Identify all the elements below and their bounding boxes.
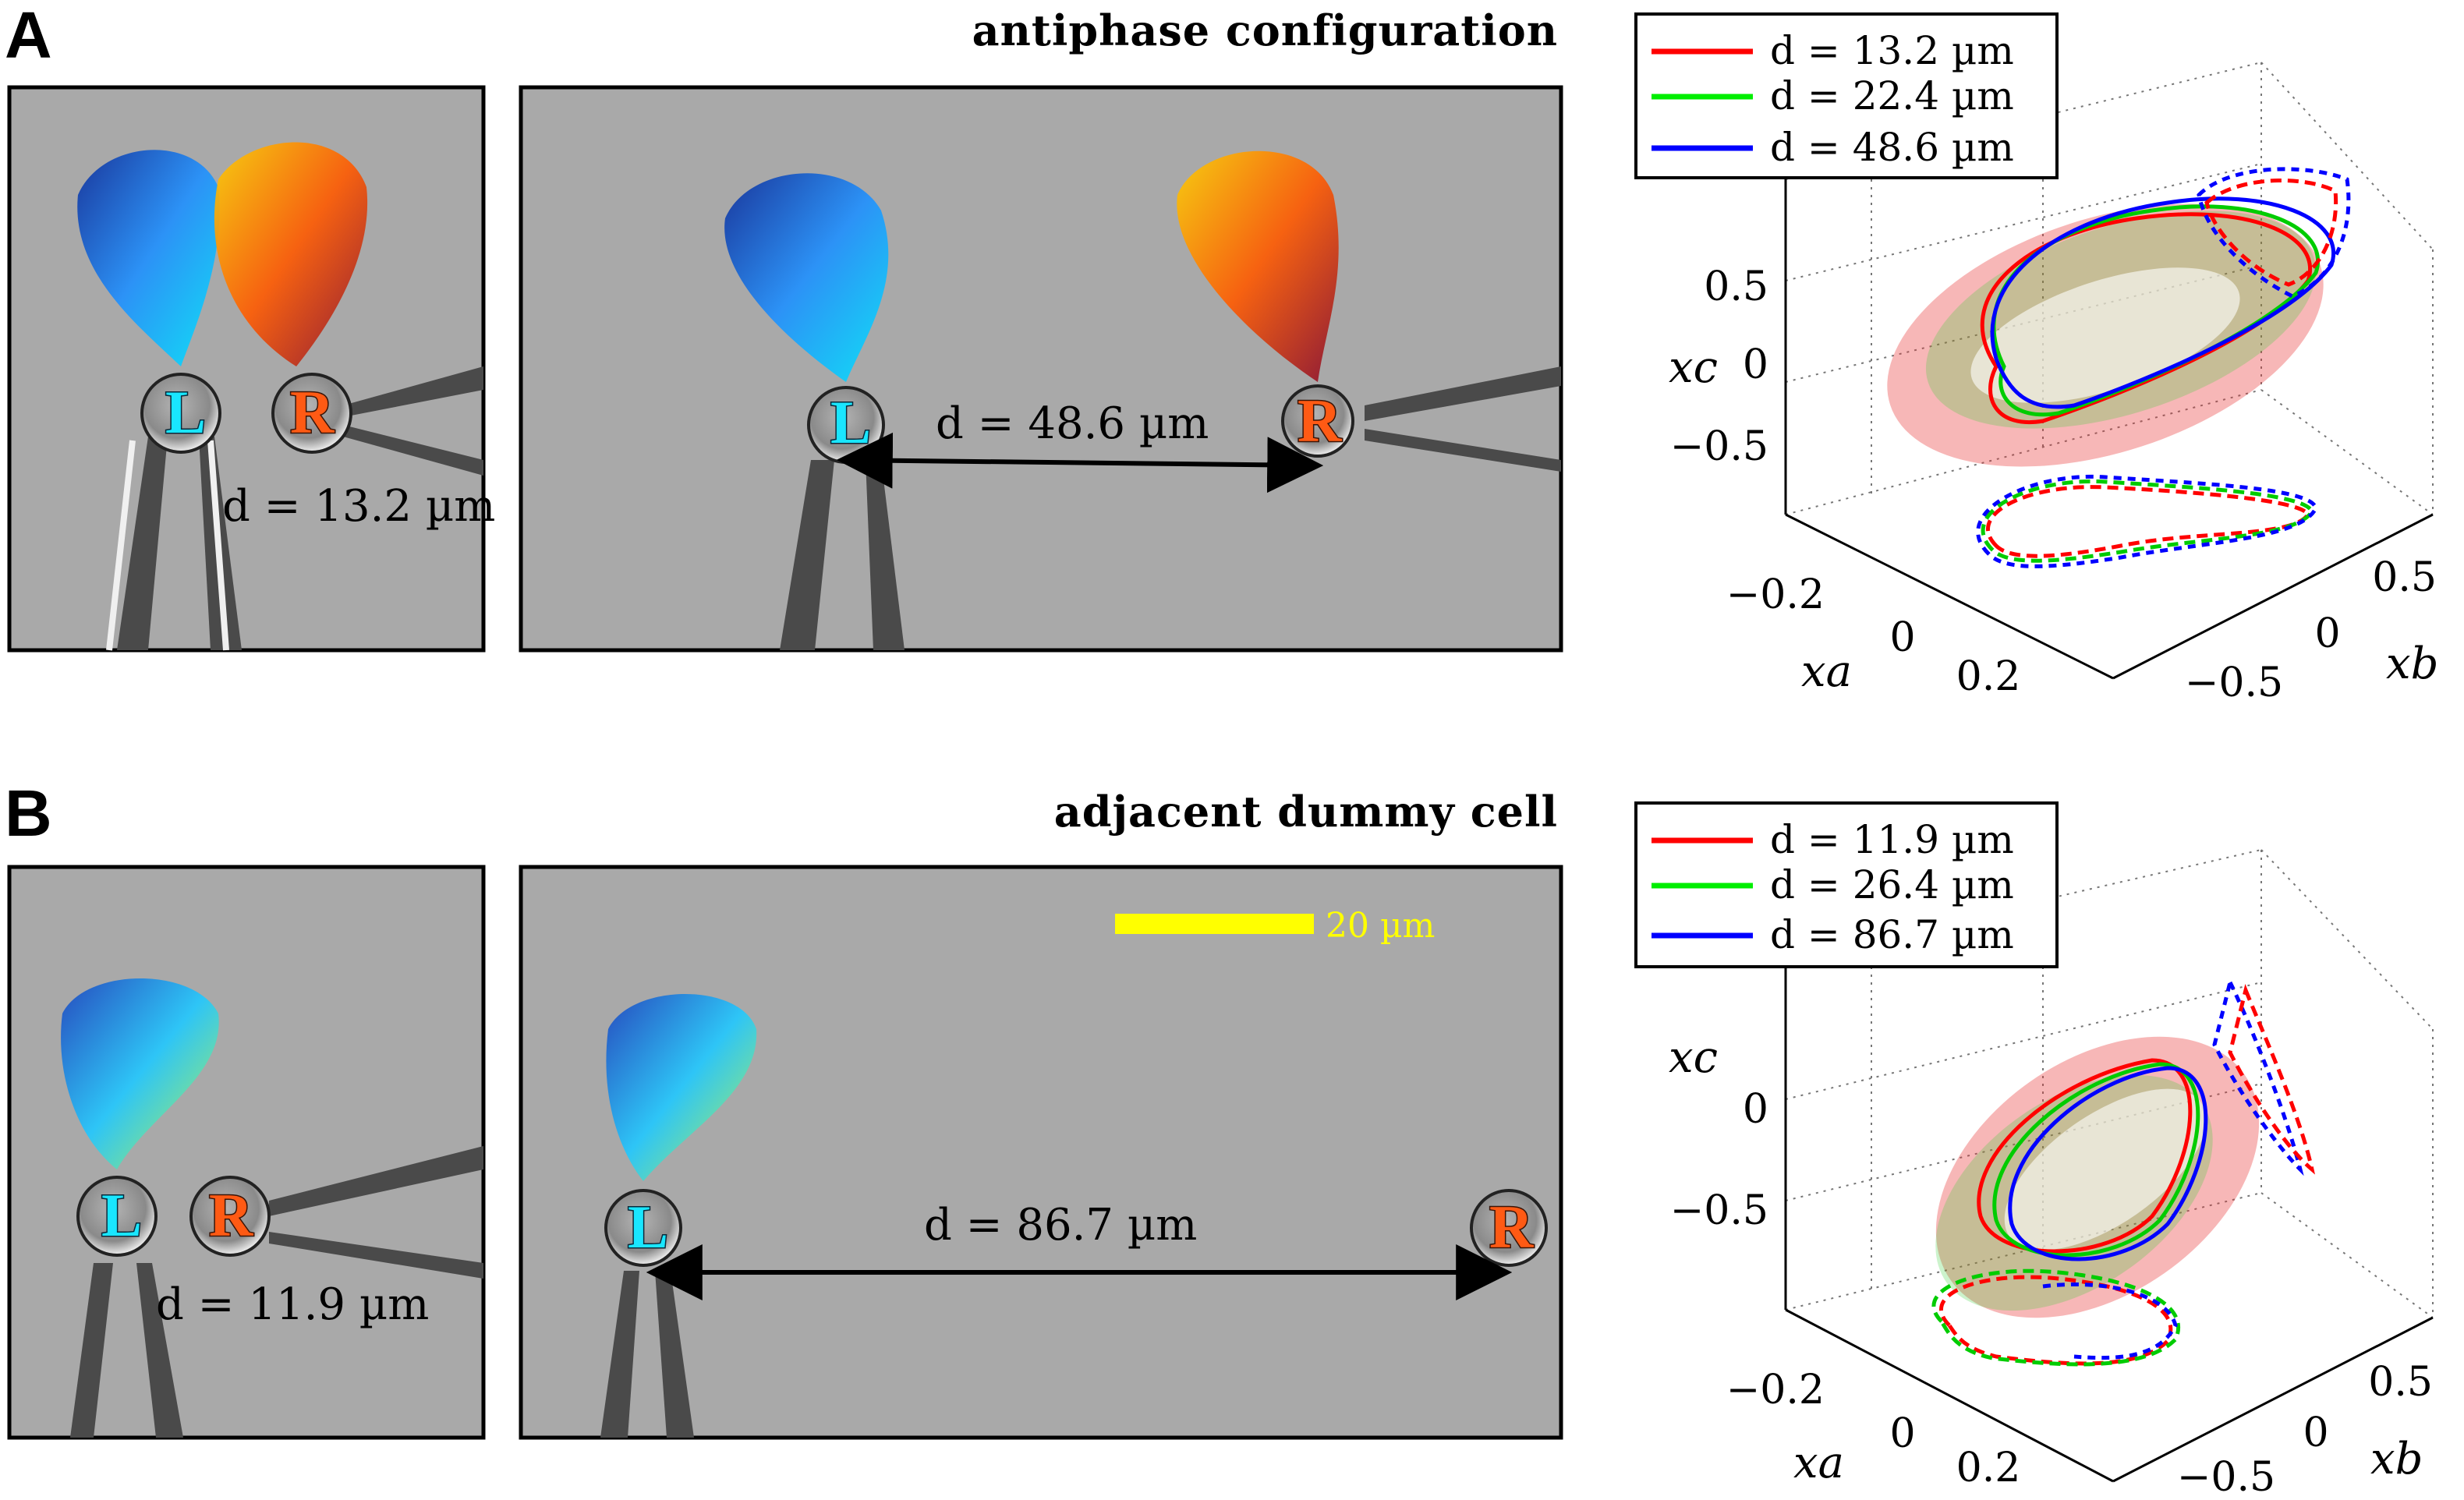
legend-entry: d = 48.6 µm — [1770, 125, 2014, 170]
projection-blue — [2042, 1282, 2178, 1360]
z-axis-label: xc — [1669, 342, 1718, 393]
projection-side-blue — [2197, 167, 2351, 299]
z-tick: 0 — [1743, 341, 1768, 388]
micrograph-a-near: L R d = 13.2 µm — [7, 85, 495, 653]
projection-red — [1986, 485, 2310, 558]
series-red-loop — [1980, 212, 2312, 424]
chart-legend: d = 13.2 µm d = 22.4 µm d = 48.6 µm — [1634, 12, 2059, 179]
chart-a: d = 13.2 µm d = 22.4 µm d = 48.6 µm 0.5 … — [1634, 12, 2438, 706]
micrograph-a-far: L R d = 48.6 µm — [519, 85, 1563, 653]
z-axis-label: xc — [1669, 1032, 1718, 1083]
z-tick: −0.5 — [1670, 423, 1768, 470]
chart-legend: d = 11.9 µm d = 26.4 µm d = 86.7 µm — [1634, 801, 2059, 968]
a-tick: 0 — [1889, 1410, 1915, 1457]
cell-label-l: L — [628, 1193, 668, 1261]
projection-side-red — [2204, 178, 2338, 287]
projection-blue — [1976, 474, 2318, 568]
a-tick: 0 — [1889, 614, 1915, 661]
micrograph-b-far: L R d = 86.7 µm 20 µm — [519, 865, 1563, 1440]
b-tick: −0.5 — [2185, 660, 2283, 706]
distance-label: d = 11.9 µm — [156, 1279, 429, 1330]
projection-green — [1981, 479, 2314, 563]
a-tick: −0.2 — [1726, 1367, 1825, 1413]
series-red-loop — [1977, 1058, 2193, 1254]
cell-label-l: L — [165, 378, 206, 446]
cell-right-b-near — [189, 1176, 271, 1257]
scale-bar — [1115, 914, 1314, 934]
a-axis-label: xa — [1793, 1438, 1844, 1488]
cell-label-l: L — [101, 1181, 142, 1249]
cell-left-a-near — [140, 373, 221, 454]
cell-left-b-near — [76, 1176, 158, 1257]
legend-entry: d = 13.2 µm — [1770, 28, 2014, 73]
projection-red — [1939, 1275, 2173, 1366]
cell-label-r: R — [209, 1181, 254, 1249]
chart-b: d = 11.9 µm d = 26.4 µm d = 86.7 µm 0 −0… — [1634, 801, 2434, 1500]
scatter-cloud — [1887, 203, 2324, 467]
distance-arrow — [836, 432, 1324, 494]
a-tick: 0.2 — [1956, 1445, 2021, 1491]
series-blue-loop — [1990, 196, 2335, 409]
panel-a-title: antiphase configuration — [972, 5, 1558, 55]
b-tick: 0.5 — [2368, 1359, 2433, 1406]
cell-label-r: R — [290, 378, 335, 446]
cell-label-r: R — [1297, 387, 1343, 455]
distance-label: d = 48.6 µm — [936, 398, 1209, 449]
legend-entry: d = 86.7 µm — [1770, 912, 2014, 957]
b-axis-label: xb — [2386, 639, 2438, 689]
z-tick: 0.5 — [1704, 264, 1768, 310]
a-axis-label: xa — [1801, 646, 1852, 697]
distance-label: d = 86.7 µm — [924, 1200, 1197, 1251]
cell-label-l: L — [830, 388, 871, 456]
a-tick: 0.2 — [1956, 653, 2021, 700]
series-green-loop — [1992, 1062, 2200, 1258]
legend-entry: d = 22.4 µm — [1770, 73, 2014, 119]
legend-entry: d = 26.4 µm — [1770, 862, 2014, 907]
z-tick: 0 — [1743, 1086, 1768, 1133]
scatter-cloud — [1935, 1036, 2260, 1318]
series-blue-loop — [2008, 1066, 2208, 1261]
panel-b-title: adjacent dummy cell — [1054, 787, 1558, 837]
legend-entry: d = 11.9 µm — [1770, 817, 2014, 862]
panel-letter-a: A — [5, 0, 52, 72]
b-axis-label: xb — [2370, 1434, 2423, 1484]
z-tick: −0.5 — [1670, 1187, 1768, 1234]
distance-label: d = 13.2 µm — [222, 481, 495, 532]
panel-letter-b: B — [5, 777, 52, 850]
b-tick: 0 — [2314, 610, 2340, 657]
b-tick: 0.5 — [2372, 554, 2437, 601]
b-tick: 0 — [2303, 1410, 2328, 1456]
a-tick: −0.2 — [1726, 571, 1825, 618]
projection-side-blue — [2212, 976, 2304, 1176]
cell-right-a-near — [271, 373, 352, 454]
projection-green — [1931, 1268, 2181, 1367]
projection-side-red — [2228, 983, 2315, 1175]
micrograph-b-near: L R d = 11.9 µm — [7, 865, 486, 1440]
b-tick: −0.5 — [2177, 1454, 2275, 1500]
cell-label-r: R — [1489, 1193, 1535, 1261]
scale-bar-label: 20 µm — [1326, 906, 1435, 946]
